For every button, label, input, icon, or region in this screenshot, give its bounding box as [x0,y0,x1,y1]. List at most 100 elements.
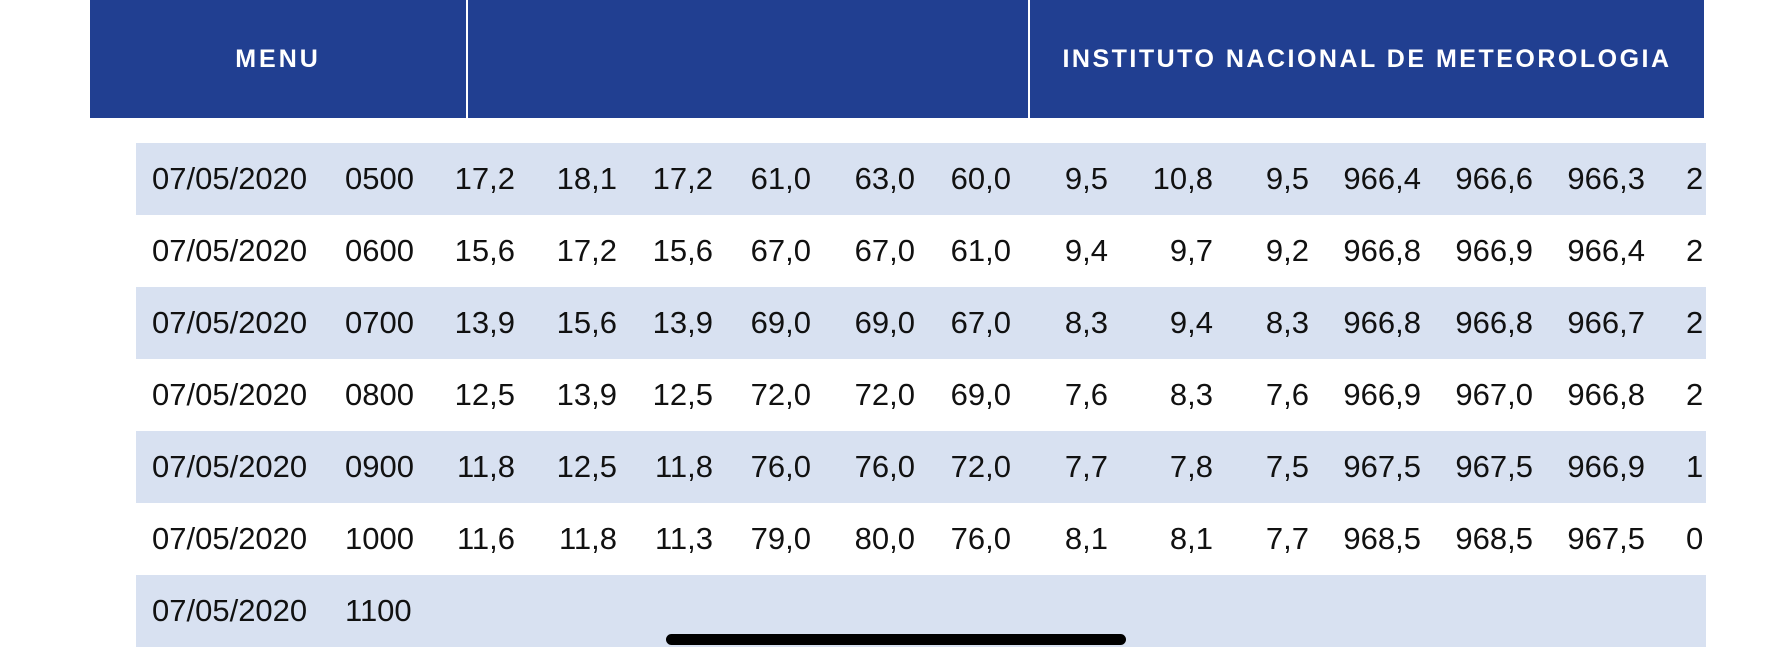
table-cell: 966,8 [1567,377,1645,412]
table-cell: 9,4 [1169,305,1213,340]
header-divider [466,0,468,118]
table-cell: 11,6 [456,521,515,556]
table-cell: 966,9 [1567,449,1645,484]
table-cell: 07/05/2020 [152,521,308,556]
table-cell: 0600 [345,233,414,268]
table-cell: 79,0 [750,521,811,556]
table-cell: 10,8 [1152,161,1213,196]
table-cell: 12,5 [652,377,713,412]
table-cell: 966,9 [1343,377,1421,412]
table-cell: 2 [1686,161,1704,196]
table-cell: 7,7 [1265,521,1309,556]
table-cell: 8,1 [1064,521,1108,556]
table-cell: 1 [1686,449,1704,484]
table-cell: 2 [1686,305,1704,340]
table-cell: 60,0 [950,161,1011,196]
table-cell: 11,8 [558,521,617,556]
table-cell: 15,6 [652,233,713,268]
table-cell: 2 [1686,377,1704,412]
table-cell: 63,0 [854,161,915,196]
table-cell: 967,5 [1567,521,1645,556]
table-cell: 12,5 [556,449,617,484]
table-cell: 17,2 [556,233,617,268]
table-cell: 69,0 [854,305,915,340]
table-row: 07/05/2020 1000 11,6 11,8 11,3 79,0 80,0 76,0 8,… [136,503,1706,575]
table-cell: 12,5 [454,377,515,412]
table-cell: 69,0 [750,305,811,340]
table-cell: 13,9 [556,377,617,412]
table-cell: 67,0 [854,233,915,268]
table-cell: 07/05/2020 [152,305,308,340]
table-row: 07/05/2020 0800 12,5 13,9 12,5 72,0 72,0 69,0 7,… [136,359,1706,431]
table-cell: 17,2 [652,161,713,196]
table-cell: 76,0 [950,521,1011,556]
table-cell: 966,4 [1343,161,1421,196]
table-cell: 13,9 [652,305,713,340]
home-indicator[interactable] [666,634,1126,645]
table-cell: 9,2 [1265,233,1309,268]
table-cell: 7,6 [1064,377,1108,412]
table-cell: 76,0 [750,449,811,484]
table-cell: 968,5 [1343,521,1421,556]
menu-button[interactable]: MENU [235,44,321,73]
table-cell: 07/05/2020 [152,593,308,628]
table-cell: 8,3 [1265,305,1309,340]
table-cell: 9,5 [1064,161,1108,196]
table-cell: 07/05/2020 [152,161,308,196]
table-cell: 0700 [345,305,414,340]
table-cell: 72,0 [854,377,915,412]
table-cell: 15,6 [556,305,617,340]
table-cell: 966,7 [1567,305,1645,340]
table-row: 07/05/2020 0900 11,8 12,5 11,8 76,0 76,0 72,0 7,… [136,431,1706,503]
header-divider [1028,0,1030,118]
table-cell: 967,5 [1343,449,1421,484]
table-cell: 7,8 [1169,449,1213,484]
table-cell: 11,3 [654,521,713,556]
table-cell: 7,7 [1064,449,1108,484]
table-cell: 67,0 [950,305,1011,340]
table-cell: 1100 [345,593,412,628]
table-cell: 967,5 [1455,449,1533,484]
table-cell: 15,6 [454,233,515,268]
table-cell: 0900 [345,449,414,484]
table-row: 07/05/2020 0600 15,6 17,2 15,6 67,0 67,0 61,0 9,… [136,215,1706,287]
table-cell: 80,0 [854,521,915,556]
table-cell: 07/05/2020 [152,377,308,412]
weather-data-table[interactable]: 07/05/2020 0500 17,2 18,1 17,2 61,0 63,0 60,0 9,… [136,143,1706,660]
table-cell: 07/05/2020 [152,449,308,484]
table-cell: 07/05/2020 [152,233,308,268]
table-cell: 966,8 [1343,233,1421,268]
table-cell: 17,2 [454,161,515,196]
top-bar: MENU INSTITUTO NACIONAL DE METEOROLOGIA [90,0,1704,118]
table-cell: 966,9 [1455,233,1533,268]
table-cell: 18,1 [556,161,617,196]
table-cell: 7,5 [1265,449,1309,484]
table-cell: 968,5 [1455,521,1533,556]
table-cell: 966,6 [1455,161,1533,196]
table-cell: 0800 [345,377,414,412]
table-row: 07/05/2020 0500 17,2 18,1 17,2 61,0 63,0 60,0 9,… [136,143,1706,215]
table-cell: 9,5 [1265,161,1309,196]
table-cell: 0500 [345,161,414,196]
table-cell: 61,0 [750,161,811,196]
table-cell: 72,0 [950,449,1011,484]
table-cell: 2 [1686,233,1704,268]
table-cell: 0 [1686,521,1704,556]
table-cell: 9,7 [1169,233,1213,268]
table-cell: 72,0 [750,377,811,412]
table-row: 07/05/2020 0700 13,9 15,6 13,9 69,0 69,0 67,0 8,… [136,287,1706,359]
table-cell: 7,6 [1265,377,1309,412]
institute-title: INSTITUTO NACIONAL DE METEOROLOGIA [1062,44,1672,73]
table-cell: 69,0 [950,377,1011,412]
table-cell: 9,4 [1064,233,1108,268]
table-cell: 1000 [345,521,414,556]
table-cell: 966,8 [1455,305,1533,340]
table-cell: 76,0 [854,449,915,484]
table-cell: 8,3 [1169,377,1213,412]
table-cell: 11,8 [456,449,515,484]
table-cell: 966,4 [1567,233,1645,268]
table-cell: 61,0 [950,233,1011,268]
table-cell: 8,1 [1169,521,1213,556]
table-cell: 967,0 [1455,377,1533,412]
